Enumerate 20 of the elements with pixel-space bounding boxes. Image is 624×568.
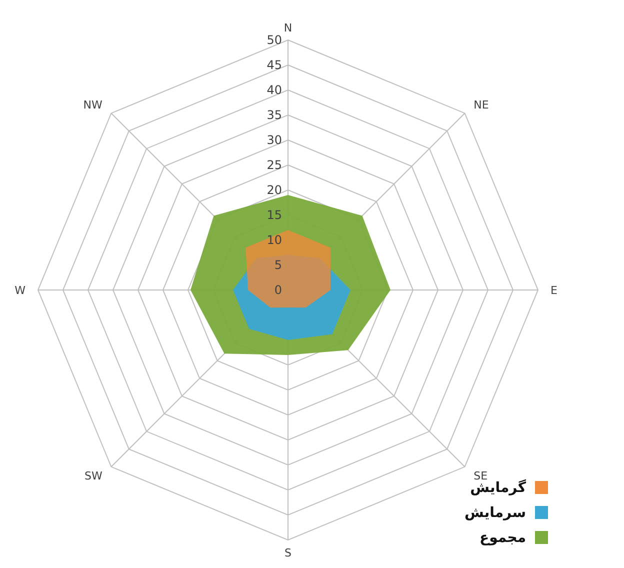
spoke-label: NE <box>474 98 489 112</box>
y-tick-label: 35 <box>266 108 282 122</box>
y-tick-label: 20 <box>266 183 282 197</box>
y-tick-label: 0 <box>274 283 282 297</box>
spoke-label: W <box>14 284 26 297</box>
spoke-label: N <box>284 22 292 34</box>
y-tick-label: 25 <box>266 158 282 172</box>
spoke-label: S <box>284 546 292 560</box>
y-tick-label: 40 <box>266 83 282 97</box>
y-tick-label: 15 <box>266 208 282 222</box>
y-tick-label: 50 <box>266 33 282 47</box>
y-tick-label: 30 <box>266 133 282 147</box>
legend-label: مجموع <box>480 530 526 546</box>
y-tick-label: 5 <box>274 258 282 272</box>
legend-label: سرمایش <box>464 505 526 521</box>
y-tick-label: 45 <box>266 58 282 72</box>
spoke-label: E <box>550 284 558 297</box>
y-tick-label: 10 <box>266 233 282 247</box>
spoke-label: SW <box>84 470 103 483</box>
spoke-label: NW <box>83 98 103 112</box>
